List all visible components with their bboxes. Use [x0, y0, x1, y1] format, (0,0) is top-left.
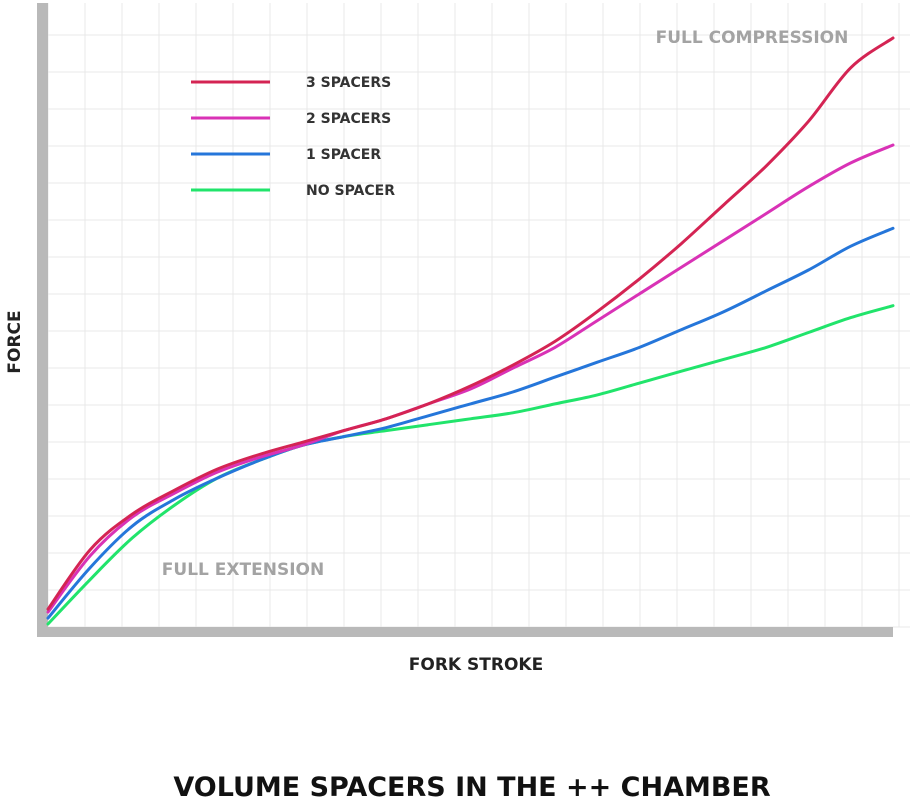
series-line-3-spacers — [46, 36, 895, 611]
annotation-full-compression: FULL COMPRESSION — [656, 28, 849, 48]
legend-label-2-spacers: 2 SPACERS — [306, 111, 391, 127]
legend-label-no-spacer: NO SPACER — [306, 183, 395, 199]
series-line-1-spacer — [46, 226, 895, 620]
series-layer — [46, 36, 895, 626]
x-axis-title: FORK STROKE — [409, 655, 543, 675]
annotation-full-extension: FULL EXTENSION — [162, 560, 324, 580]
y-axis-line — [37, 3, 48, 637]
chart-title: VOLUME SPACERS IN THE ++ CHAMBER — [173, 772, 771, 803]
legend-label-1-spacer: 1 SPACER — [306, 147, 381, 163]
y-axis-title: FORCE — [5, 310, 25, 373]
x-axis-line — [37, 627, 893, 637]
legend: 3 SPACERS 2 SPACERS 1 SPACER NO SPACER — [191, 75, 395, 199]
series-line-2-spacers — [46, 143, 895, 614]
series-line-no-spacer — [46, 304, 895, 626]
grid — [47, 3, 910, 628]
legend-label-3-spacers: 3 SPACERS — [306, 75, 391, 91]
